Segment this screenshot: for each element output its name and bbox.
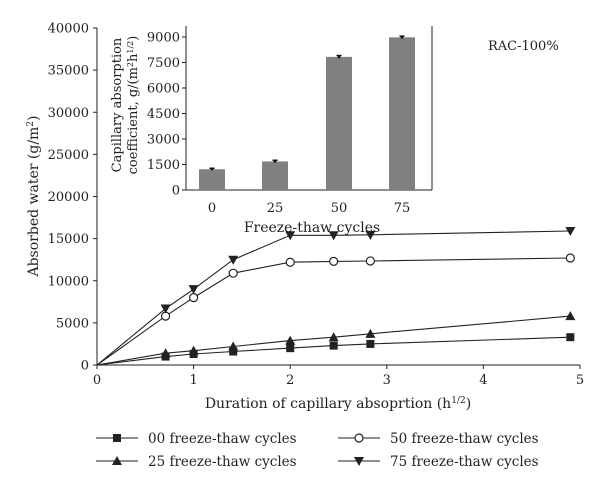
legend-label: 50 freeze-thaw cycles bbox=[390, 431, 539, 447]
data-point bbox=[365, 230, 376, 240]
inset-bars bbox=[199, 35, 415, 191]
legend-item: 75 freeze-thaw cycles bbox=[338, 454, 539, 470]
legend-marker bbox=[354, 433, 364, 443]
legend-marker bbox=[112, 456, 122, 465]
bar bbox=[199, 169, 225, 190]
data-point bbox=[285, 231, 296, 241]
data-point bbox=[566, 333, 575, 342]
inset-y-tick-label: 3000 bbox=[147, 133, 180, 148]
main-series bbox=[96, 227, 576, 366]
series-line bbox=[96, 336, 571, 366]
inset-y-tick-label: 6000 bbox=[147, 82, 180, 97]
data-point bbox=[188, 345, 199, 355]
data-point bbox=[329, 256, 339, 266]
bar bbox=[326, 56, 352, 190]
bar bbox=[389, 37, 415, 191]
data-point bbox=[229, 347, 238, 356]
data-point bbox=[328, 332, 339, 342]
legend-marker bbox=[113, 434, 121, 442]
legend-item: 25 freeze-thaw cycles bbox=[96, 454, 297, 470]
legend-label: 00 freeze-thaw cycles bbox=[148, 431, 297, 447]
legend: 00 freeze-thaw cycles 50 freeze-thaw cycl… bbox=[96, 431, 539, 470]
data-point bbox=[565, 227, 576, 237]
main-y-tick-label: 30000 bbox=[48, 106, 89, 121]
legend-label: 25 freeze-thaw cycles bbox=[148, 454, 297, 470]
main-y-tick-label: 40000 bbox=[48, 22, 89, 37]
series-line bbox=[96, 315, 571, 366]
main-y-tick-label: 15000 bbox=[48, 232, 89, 247]
data-point bbox=[565, 253, 575, 263]
data-point bbox=[365, 256, 375, 266]
data-point bbox=[228, 268, 238, 278]
main-y-ticks: 0 5000 10000 15000 20000 25000 30000 35000 40000 bbox=[48, 22, 97, 374]
data-point bbox=[328, 231, 339, 241]
main-x-ticks: 0 1 2 3 4 5 bbox=[93, 365, 584, 388]
legend-label: 75 freeze-thaw cycles bbox=[390, 454, 539, 470]
main-y-tick-label: 0 bbox=[81, 359, 89, 374]
inset-y-ticks: 0 1500 3000 4500 6000 7500 9000 bbox=[147, 31, 186, 199]
series-line bbox=[96, 257, 571, 366]
main-y-tick-label: 5000 bbox=[56, 316, 89, 331]
series-triangle-down bbox=[96, 227, 576, 366]
data-point bbox=[286, 344, 295, 353]
data-point bbox=[228, 255, 239, 265]
inset-y-tick-label: 4500 bbox=[147, 107, 180, 122]
legend-item: 00 freeze-thaw cycles bbox=[96, 431, 297, 447]
inset-y-tick-label: 9000 bbox=[147, 31, 180, 46]
data-point bbox=[189, 293, 199, 303]
main-x-tick-label: 5 bbox=[576, 373, 584, 388]
data-point bbox=[228, 341, 239, 351]
inset-x-label: Freeze-thaw cycles bbox=[244, 220, 380, 236]
main-y-tick-label: 35000 bbox=[48, 64, 89, 79]
data-point bbox=[285, 335, 296, 345]
series-line bbox=[96, 230, 571, 366]
data-point bbox=[188, 285, 199, 295]
main-x-label: Duration of capillary absoprtion (h1/2) bbox=[205, 396, 471, 412]
legend-item: 50 freeze-thaw cycles bbox=[338, 431, 539, 447]
inset-chart: 0 1500 3000 4500 6000 7500 9000 0 25 50 75 Freeze… bbox=[110, 26, 433, 236]
main-x-tick-label: 0 bbox=[93, 373, 101, 388]
data-point bbox=[365, 328, 376, 338]
main-y-label: Absorbed water (g/m2) bbox=[26, 115, 42, 277]
data-point bbox=[160, 304, 171, 314]
main-y-tick-label: 10000 bbox=[48, 274, 89, 289]
inset-x-tick-label: 75 bbox=[394, 201, 411, 216]
data-point bbox=[565, 311, 576, 321]
inset-x-tick-label: 0 bbox=[208, 201, 216, 216]
inset-y-tick-label: 1500 bbox=[147, 158, 180, 173]
main-y-tick-label: 25000 bbox=[48, 148, 89, 163]
inset-y-tick-label: 7500 bbox=[147, 56, 180, 71]
inset-x-tick-label: 25 bbox=[267, 201, 284, 216]
main-annotation: RAC-100% bbox=[488, 39, 559, 54]
inset-y-tick-label: 0 bbox=[172, 184, 180, 199]
main-x-tick-label: 1 bbox=[189, 373, 197, 388]
bar bbox=[262, 161, 288, 190]
inset-y-label-line2: coefficient, g/(m2h1/2) bbox=[126, 36, 141, 175]
inset-x-tick-label: 50 bbox=[331, 201, 348, 216]
data-point bbox=[366, 339, 375, 348]
inset-y-label-line1: Capillary absorption bbox=[110, 37, 125, 172]
inset-x-ticks: 0 25 50 75 bbox=[208, 201, 410, 216]
data-point bbox=[329, 341, 338, 350]
data-point bbox=[160, 348, 171, 358]
data-point bbox=[285, 257, 295, 267]
main-x-tick-label: 2 bbox=[286, 373, 294, 388]
inset-frame bbox=[152, 26, 432, 193]
main-x-tick-label: 3 bbox=[383, 373, 391, 388]
legend-marker bbox=[354, 457, 364, 466]
main-x-tick-label: 4 bbox=[479, 373, 487, 388]
main-y-tick-label: 20000 bbox=[48, 190, 89, 205]
series-triangle-up bbox=[96, 311, 576, 366]
